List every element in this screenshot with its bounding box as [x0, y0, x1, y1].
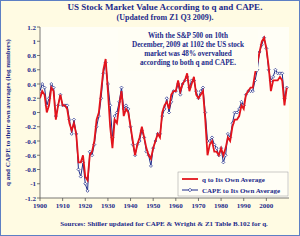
marker [86, 189, 89, 192]
marker [43, 86, 46, 89]
marker [240, 100, 243, 103]
x-tick-label: 1930 [101, 202, 116, 210]
y-tick [37, 198, 40, 199]
annotation: according to both q and CAPE. [140, 59, 236, 67]
marker [215, 147, 218, 150]
marker [79, 175, 82, 178]
y-tick [37, 183, 40, 184]
y-tick-label: 1 [33, 38, 37, 46]
marker [274, 68, 277, 71]
x-tick [243, 198, 244, 201]
y-tick [37, 112, 40, 113]
marker [41, 83, 44, 86]
y-tick-label: -0.8 [25, 166, 37, 174]
x-tick-label: 1970 [191, 202, 206, 210]
y-tick-label: -0.2 [25, 123, 37, 131]
legend [178, 172, 288, 196]
plot-area [40, 27, 289, 198]
marker [165, 97, 168, 100]
x-tick-label: 1980 [214, 202, 229, 210]
y-tick [37, 41, 40, 42]
y-tick [37, 126, 40, 127]
x-tick-label: 1920 [78, 202, 93, 210]
marker [272, 75, 275, 78]
x-tick [221, 198, 222, 201]
marker [149, 164, 152, 167]
marker [235, 111, 238, 114]
marker [201, 86, 204, 89]
x-tick [153, 198, 154, 201]
x-tick [198, 198, 199, 201]
y-tick-label: -1 [30, 180, 36, 188]
x-tick [130, 198, 131, 201]
source: Sources: Shiller updated for CAPE & Wrig… [60, 220, 268, 228]
y-tick [37, 141, 40, 142]
x-tick-label: 1910 [56, 202, 71, 210]
legend-swatch [182, 178, 198, 180]
marker [77, 168, 80, 171]
x-tick [40, 198, 41, 201]
x-tick-label: 1990 [237, 202, 252, 210]
marker [226, 132, 229, 135]
x-tick-label: 1900 [33, 202, 48, 210]
y-tick [37, 69, 40, 70]
x-axis [40, 198, 289, 199]
marker [168, 111, 171, 114]
y-tick-label: 0.8 [27, 52, 36, 60]
annotation: December, 2009 at 1102 the US stock [132, 41, 244, 49]
marker [251, 90, 254, 93]
annotation: market was 48% overvalued [144, 50, 232, 58]
y-tick-label: 0.2 [27, 95, 36, 103]
y-tick [37, 169, 40, 170]
y-tick-label: 1.2 [27, 24, 36, 32]
y-tick [37, 55, 40, 56]
background [1, 1, 300, 236]
y-tick-label: -0.6 [25, 152, 37, 160]
annotation: With the S&P 500 on 10th [148, 32, 228, 40]
title: US Stock Market Value According to q and… [68, 2, 263, 12]
subtitle: (Updated from Z1 Q3 2009). [117, 13, 214, 22]
legend-label: CAPE to Its Own Average [202, 187, 280, 195]
x-tick-label: 1960 [169, 202, 184, 210]
marker [113, 115, 116, 118]
marker [120, 86, 123, 89]
y-tick-label: -0.4 [25, 138, 37, 146]
y-tick [37, 27, 40, 28]
marker [84, 182, 87, 185]
y-tick-label: 0.4 [27, 81, 36, 89]
legend-marker [188, 188, 192, 192]
chart: US Stock Market Value According to q and… [0, 0, 300, 236]
y-tick [37, 98, 40, 99]
y-tick [37, 155, 40, 156]
legend-label: q to Its Own Average [202, 176, 265, 184]
marker [211, 136, 214, 139]
marker [281, 72, 284, 75]
x-tick [62, 198, 63, 201]
x-tick [107, 198, 108, 201]
marker [125, 104, 128, 107]
y-tick-label: 0.6 [27, 66, 36, 74]
y-tick-label: 0 [33, 109, 37, 117]
y-tick [37, 84, 40, 85]
marker [50, 83, 53, 86]
x-tick-label: 1940 [124, 202, 139, 210]
x-tick [175, 198, 176, 201]
x-tick [85, 198, 86, 201]
x-tick [266, 198, 267, 201]
x-tick-label: 1950 [146, 202, 161, 210]
y-axis-label: q and CAPE to their own averages (log nu… [4, 38, 12, 186]
marker [222, 161, 225, 164]
x-tick-label: 2000 [259, 202, 274, 210]
annotation-box [118, 29, 258, 71]
